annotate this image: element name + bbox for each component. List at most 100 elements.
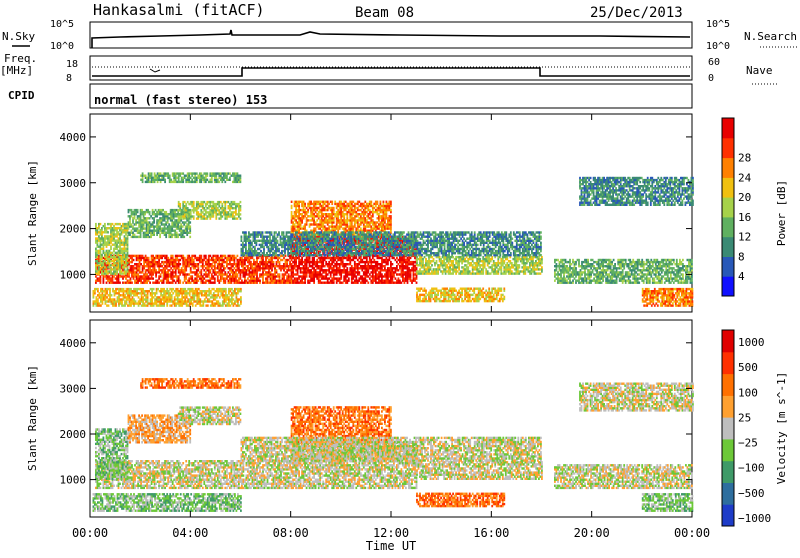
power-cell [375, 261, 377, 263]
power-cell [307, 209, 309, 211]
power-cell [325, 271, 327, 273]
power-cell [121, 270, 123, 272]
power-cell [118, 296, 120, 298]
power-cell [234, 261, 236, 263]
power-cell [119, 282, 121, 284]
power-cell [220, 175, 222, 177]
power-cell [349, 261, 351, 263]
power-cell [152, 277, 154, 279]
power-cell [197, 263, 199, 265]
power-cell [189, 292, 191, 294]
power-cell [224, 181, 226, 183]
power-cell [209, 255, 211, 257]
power-cell [235, 271, 237, 273]
power-cell [153, 232, 155, 234]
freq-line [92, 68, 690, 76]
power-cell [135, 288, 137, 290]
power-cell [375, 280, 377, 282]
power-cell [276, 271, 278, 273]
power-cell [313, 219, 315, 221]
power-cell [315, 201, 317, 203]
power-cell [315, 269, 317, 271]
power-cell [221, 271, 223, 273]
power-cell [195, 288, 197, 290]
power-cell [197, 217, 199, 219]
power-cell [179, 273, 181, 275]
power-cell [104, 275, 106, 277]
power-cell [127, 262, 129, 264]
power-cell [398, 277, 400, 279]
sky-tick-bottom-left: 10^0 [50, 41, 74, 52]
power-cell [97, 288, 99, 290]
power-cell [118, 254, 120, 256]
power-cell [104, 227, 106, 229]
power-cell [172, 292, 174, 294]
power-cell [149, 211, 151, 213]
power-cell [291, 205, 293, 207]
power-cell [193, 211, 195, 213]
power-cell [134, 234, 136, 236]
power-cell [144, 213, 146, 215]
power-cell [224, 172, 226, 174]
power-cell [165, 296, 167, 298]
power-cell [118, 231, 120, 233]
power-cell [271, 267, 273, 269]
power-cell [333, 280, 335, 282]
power-cell [310, 201, 312, 203]
power-cell [205, 209, 207, 211]
power-cell [127, 254, 129, 256]
power-cell [125, 277, 127, 279]
power-cell [100, 250, 102, 252]
power-cell [164, 175, 166, 177]
power-cell [286, 271, 288, 273]
power-cell [240, 277, 242, 279]
power-cell [109, 296, 111, 298]
power-cell [315, 203, 317, 205]
power-cell [191, 175, 193, 177]
power-cell [392, 277, 394, 279]
power-cell [301, 219, 303, 221]
power-cell [139, 267, 141, 269]
power-cell [218, 209, 220, 211]
power-cell [200, 255, 202, 257]
power-cell [165, 290, 167, 292]
power-cell [133, 277, 135, 279]
power-cell [131, 282, 133, 284]
power-cell [221, 215, 223, 217]
power-cell [115, 290, 117, 292]
power-cell [247, 277, 249, 279]
power-cell [164, 172, 166, 174]
power-cell [141, 230, 143, 232]
power-cell [167, 219, 169, 221]
power-cell [127, 266, 129, 268]
power-cell [240, 201, 242, 203]
power-cell [240, 213, 242, 215]
power-cell [255, 273, 257, 275]
power-cell [107, 231, 109, 233]
power-cell [354, 261, 356, 263]
power-cell [256, 261, 258, 263]
power-cell [147, 292, 149, 294]
power-cell [336, 261, 338, 263]
power-cell [189, 232, 191, 234]
power-cell [216, 296, 218, 298]
power-cell [203, 215, 205, 217]
power-cell [346, 267, 348, 269]
power-cell [179, 203, 181, 205]
power-cell [240, 273, 242, 275]
power-cell [195, 292, 197, 294]
power-cell [156, 292, 158, 294]
power-cell [298, 203, 300, 205]
power-cell [258, 277, 260, 279]
power-cell [127, 244, 129, 246]
power-cell [267, 277, 269, 279]
power-cell [322, 261, 324, 263]
power-cell [174, 296, 176, 298]
power-cell [224, 255, 226, 257]
power-cell [240, 209, 242, 211]
power-cell [279, 273, 281, 275]
power-cell [196, 290, 198, 292]
power-cell [200, 271, 202, 273]
power-cell [187, 207, 189, 209]
power-cell [207, 304, 209, 306]
